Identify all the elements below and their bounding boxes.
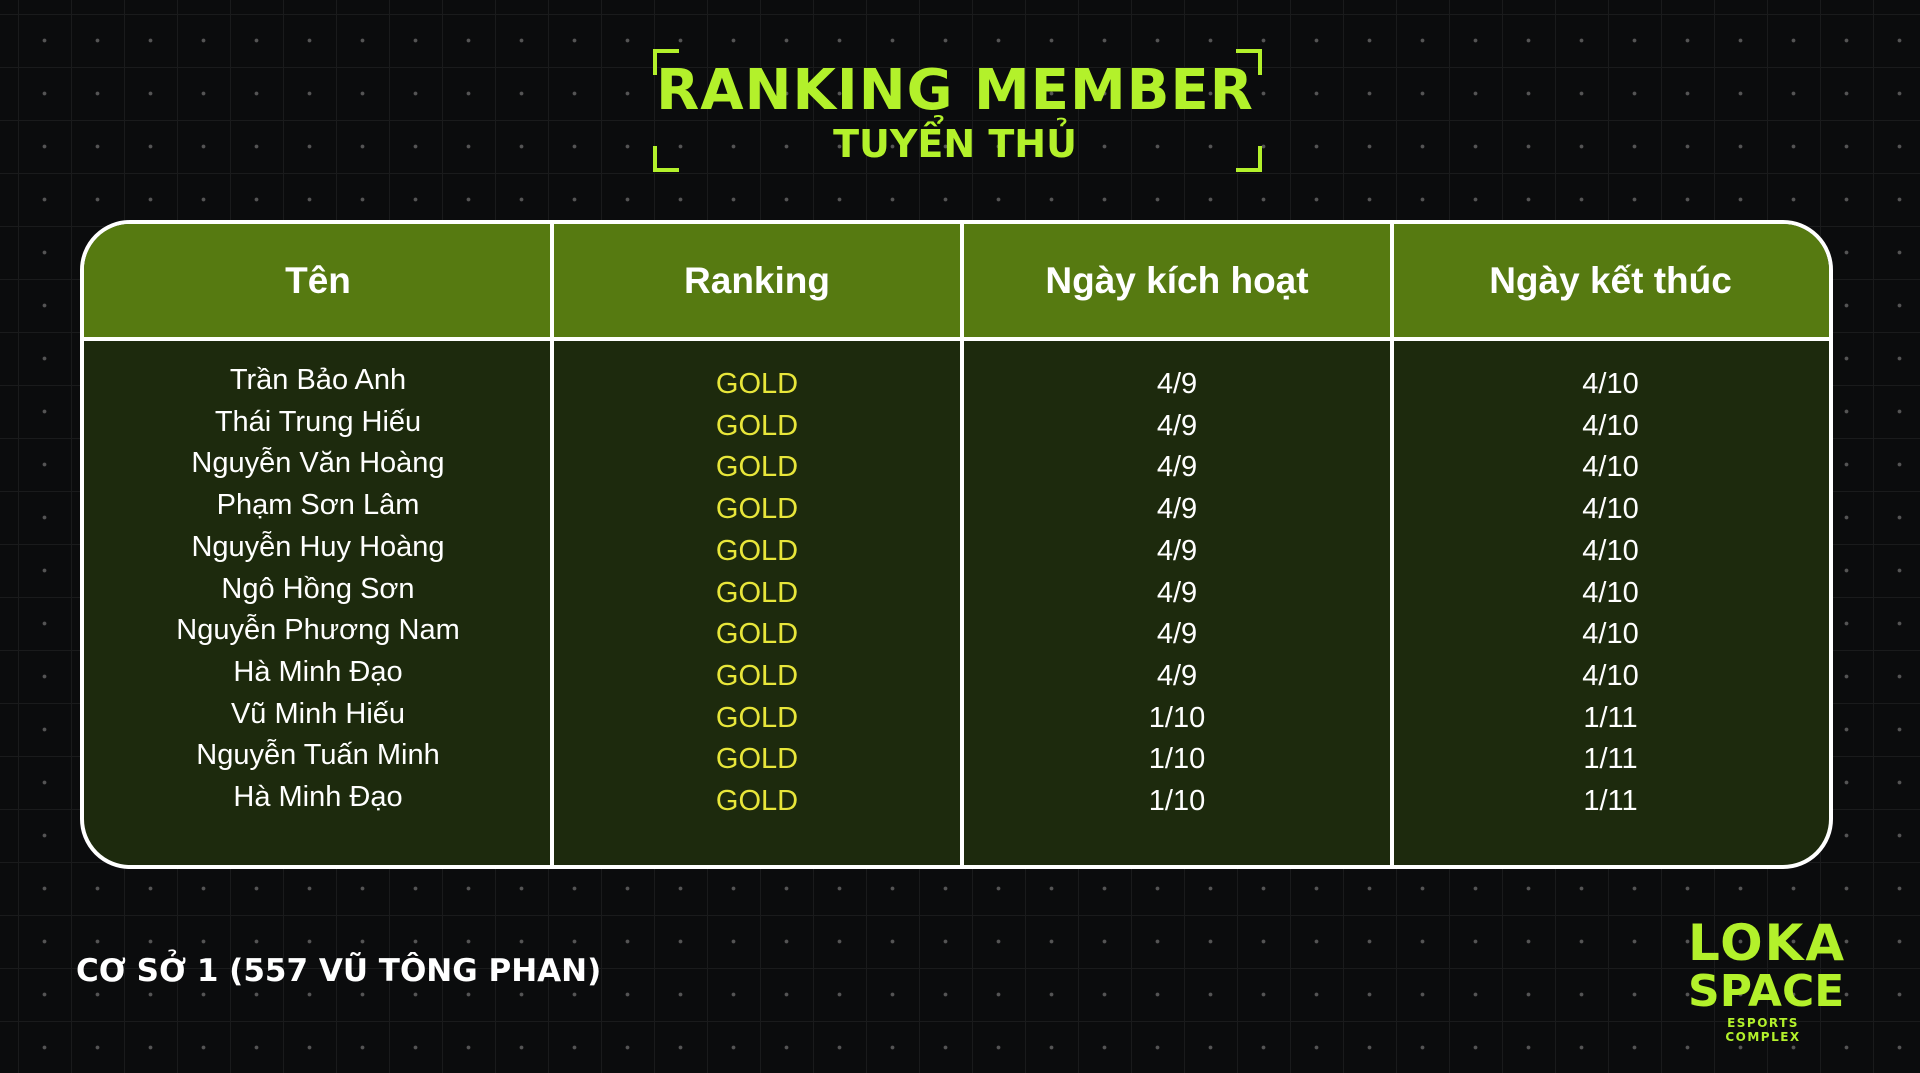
- table-cell: GOLD: [715, 701, 799, 734]
- title: RANKING MEMBER: [656, 58, 1254, 123]
- column-header: Tên: [285, 260, 351, 301]
- table-cell: 4/9: [1156, 576, 1198, 609]
- table-cell: 4/10: [1582, 493, 1639, 526]
- table-cell: GOLD: [715, 493, 799, 526]
- table-cell: GOLD: [715, 659, 799, 692]
- table-cell: Ngô Hồng Sơn: [221, 572, 415, 605]
- table-cell: 1/11: [1583, 785, 1638, 817]
- table-cell: Phạm Sơn Lâm: [216, 489, 420, 522]
- logo-text: SPACE: [1688, 966, 1845, 1017]
- logo-tagline: ESPORTS COMPLEX: [1725, 1016, 1801, 1044]
- subtitle: TUYỂN THỦ: [833, 122, 1077, 166]
- table-cell: 4/10: [1582, 409, 1639, 442]
- bracket: [653, 146, 679, 172]
- table-cell: Hà Minh Đạo: [233, 655, 403, 688]
- table-cell: 4/10: [1582, 576, 1639, 609]
- table-cell: 4/10: [1582, 368, 1639, 400]
- table-cell: Thái Trung Hiếu: [214, 405, 422, 438]
- table-cell: GOLD: [715, 576, 799, 609]
- table-cell: Nguyễn Tuấn Minh: [196, 739, 440, 772]
- table-cell: 4/9: [1156, 451, 1198, 484]
- column-divider: [960, 224, 964, 865]
- table-cell: 1/11: [1583, 701, 1638, 734]
- table-cell: 4/10: [1582, 451, 1639, 484]
- table-cell: 4/10: [1582, 618, 1639, 651]
- table-cell: 4/9: [1156, 534, 1198, 567]
- table-cell: Hà Minh Đạo: [233, 781, 403, 813]
- bracket: [653, 49, 679, 75]
- table-cell: GOLD: [715, 409, 799, 442]
- column-divider: [1390, 224, 1394, 865]
- table-cell: GOLD: [715, 368, 799, 400]
- table-cell: 4/9: [1156, 493, 1198, 526]
- table-cell: GOLD: [715, 743, 799, 776]
- table-cell: GOLD: [715, 534, 799, 567]
- table-cell: 1/10: [1148, 785, 1206, 817]
- logo: LOKA SPACE ESPORTS COMPLEX: [1688, 914, 1847, 1044]
- bracket: [1236, 49, 1262, 75]
- table-cell: Trần Bảo Anh: [229, 364, 407, 396]
- location: CƠ SỞ 1 (557 VŨ TÔNG PHAN): [76, 953, 602, 989]
- column-header: Ngày kết thúc: [1489, 260, 1732, 301]
- table-cell: 4/9: [1156, 368, 1198, 400]
- table-cell: GOLD: [715, 785, 799, 817]
- logo-text: LOKA: [1688, 914, 1847, 972]
- table-cell: 1/10: [1148, 701, 1206, 734]
- table-cell: 4/10: [1582, 659, 1639, 692]
- table-cell: Nguyễn Văn Hoàng: [191, 447, 445, 480]
- table-cell: 4/10: [1582, 534, 1639, 567]
- table-cell: GOLD: [715, 451, 799, 484]
- table-cell: Nguyễn Phương Nam: [176, 614, 460, 647]
- table-cell: 4/9: [1156, 409, 1198, 442]
- bracket: [1236, 146, 1262, 172]
- ranking-table: Tên Ranking Ngày kích hoạt Ngày kết thúc Trầ…: [80, 220, 1833, 869]
- table-cell: GOLD: [715, 618, 799, 651]
- table-cell: 1/11: [1583, 743, 1638, 776]
- table-cell: 4/9: [1156, 659, 1198, 692]
- table-cell: Vũ Minh Hiếu: [230, 697, 406, 730]
- table-cell: Nguyễn Huy Hoàng: [191, 530, 445, 563]
- table-cell: 1/10: [1148, 743, 1206, 776]
- column-header: Ngày kích hoạt: [1045, 260, 1309, 301]
- table-header: Tên Ranking Ngày kích hoạt Ngày kết thúc: [84, 224, 1829, 341]
- table-cell: 4/9: [1156, 618, 1198, 651]
- column-header: Ranking: [684, 260, 830, 301]
- column-divider: [550, 224, 554, 865]
